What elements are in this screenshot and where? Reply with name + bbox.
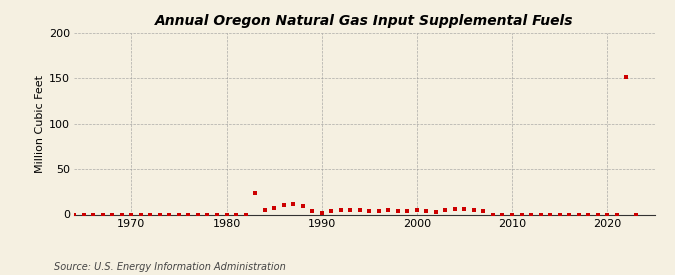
Point (335, 208, 346, 212)
Point (126, 212, 137, 217)
Point (364, 209, 375, 213)
Point (440, 208, 451, 212)
Point (468, 208, 479, 212)
Point (383, 208, 394, 212)
Point (221, 212, 232, 217)
Point (192, 212, 203, 217)
Point (306, 209, 317, 213)
Text: Source: U.S. Energy Information Administration: Source: U.S. Energy Information Administ… (54, 262, 286, 272)
Point (507, 212, 518, 217)
Point (278, 202, 289, 207)
Point (269, 206, 279, 210)
Point (259, 208, 270, 212)
Point (564, 212, 574, 217)
Point (612, 212, 622, 217)
Point (317, 210, 327, 215)
Point (554, 212, 565, 217)
Point (402, 209, 412, 213)
Point (354, 208, 365, 212)
Point (421, 209, 432, 213)
Point (136, 212, 146, 217)
Point (545, 212, 556, 217)
Point (592, 212, 603, 217)
Point (412, 208, 423, 212)
Point (183, 212, 194, 217)
Point (69, 212, 80, 217)
Point (88, 212, 99, 217)
Point (107, 212, 117, 217)
Point (78, 212, 89, 217)
Title: Annual Oregon Natural Gas Input Supplemental Fuels: Annual Oregon Natural Gas Input Suppleme… (155, 14, 574, 28)
Point (231, 212, 242, 217)
Point (459, 207, 470, 211)
Point (211, 212, 222, 217)
Point (497, 212, 508, 217)
Point (116, 212, 127, 217)
Point (516, 212, 527, 217)
Y-axis label: Million Cubic Feet: Million Cubic Feet (35, 75, 45, 173)
Point (602, 212, 613, 217)
Point (431, 210, 441, 214)
Point (526, 212, 537, 217)
Point (97, 212, 108, 217)
Point (240, 212, 251, 217)
Point (392, 209, 403, 213)
Point (202, 212, 213, 217)
Point (326, 209, 337, 213)
Point (535, 212, 546, 217)
Point (583, 212, 593, 217)
Point (487, 212, 498, 217)
Point (297, 204, 308, 208)
Point (630, 212, 641, 217)
Point (450, 207, 460, 211)
Point (164, 212, 175, 217)
Point (173, 212, 184, 217)
Point (155, 212, 165, 217)
Point (288, 201, 298, 206)
Point (621, 74, 632, 79)
Point (145, 212, 156, 217)
Point (345, 208, 356, 212)
Point (573, 212, 584, 217)
Point (373, 209, 384, 213)
Point (250, 191, 261, 195)
Point (478, 209, 489, 213)
